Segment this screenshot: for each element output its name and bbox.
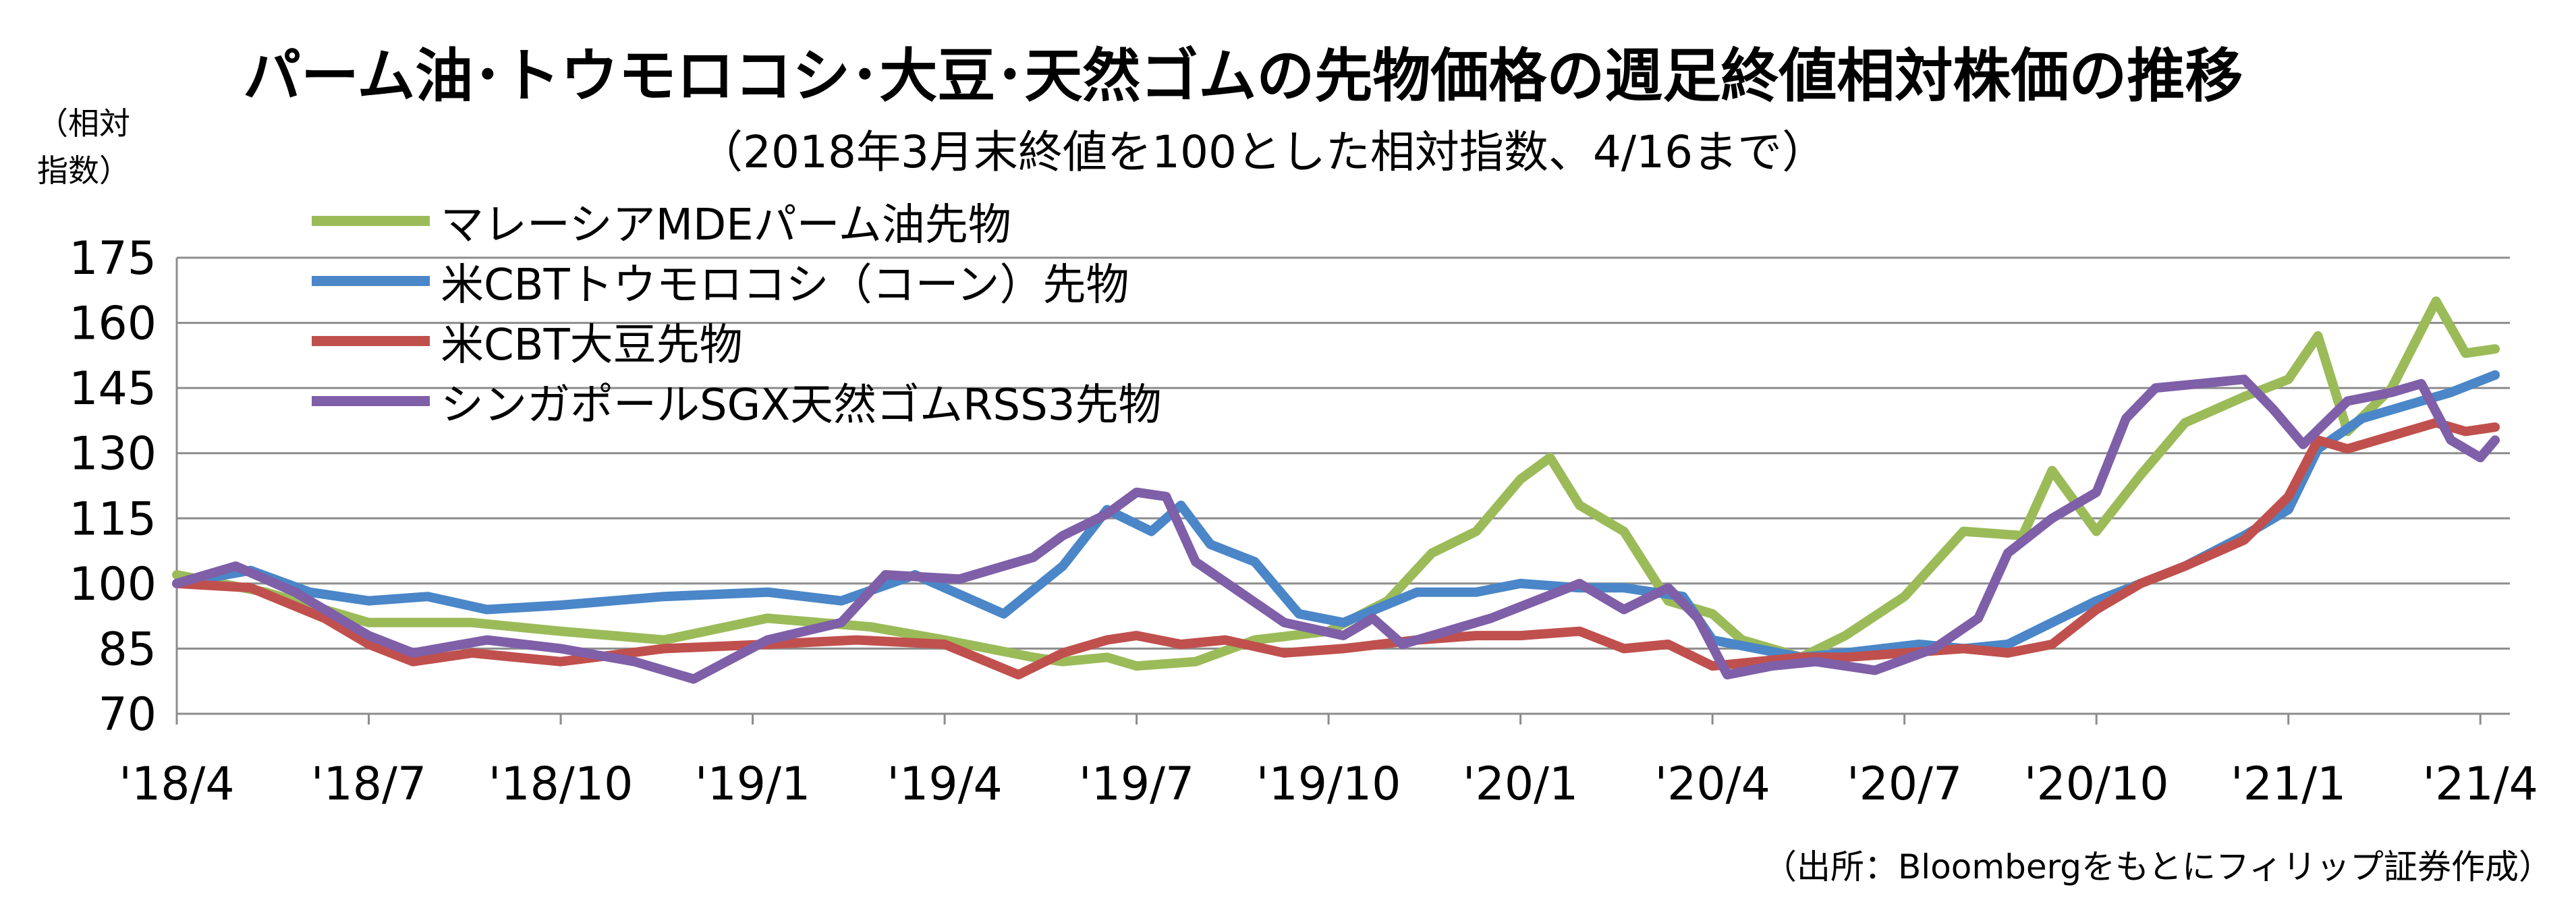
legend-swatch-soybean [312,336,430,346]
x-tick-label: '20/1 [1463,758,1578,811]
y-tick-label: 145 [69,362,157,416]
x-tick-label: '21/4 [2423,758,2538,811]
legend-label-corn: 米CBTトウモロコシ（コーン）先物 [441,260,1129,310]
series-line-3 [172,374,2500,684]
x-tick-label: '18/4 [119,758,234,811]
chart-title: パーム油･トウモロコシ･大豆･天然ゴムの先物価格の週足終値相対株価の推移 [243,43,2243,110]
y-tick-label: 130 [69,428,157,481]
x-tick-label: '20/10 [2024,758,2169,811]
legend-swatch-palm-oil [312,216,430,226]
x-tick-label: '20/7 [1847,758,1962,811]
legend-item-corn: 米CBTトウモロコシ（コーン）先物 [312,251,1162,311]
x-tick-label: '21/1 [2231,758,2346,811]
x-tick-label: '19/10 [1256,758,1401,811]
x-tick-label: '20/4 [1654,758,1770,811]
chart-legend: マレーシアMDEパーム油先物 米CBTトウモロコシ（コーン）先物 米CBT大豆先… [312,191,1162,431]
y-tick-label: 115 [69,492,157,546]
chart-subtitle: （2018年3月末終値を100とした相対指数、4/16まで） [698,126,1827,178]
x-tick-label: '19/7 [1079,758,1194,811]
series-line-2 [172,418,2500,680]
legend-swatch-corn [312,276,430,286]
legend-swatch-rubber [312,396,430,406]
x-tick-label: '19/1 [695,758,810,811]
series-line-0 [172,296,2500,671]
legend-item-rubber: シンガポールSGX天然ゴムRSS3先物 [312,371,1162,431]
legend-label-rubber: シンガポールSGX天然ゴムRSS3先物 [441,380,1162,430]
x-tick-label: '19/4 [887,758,1002,811]
x-tick-label: '18/10 [488,758,634,811]
y-tick-label: 100 [69,558,157,611]
legend-label-palm-oil: マレーシアMDEパーム油先物 [441,200,1011,250]
source-note: （出所：Bloombergをもとにフィリップ証券作成） [1763,847,2552,886]
y-tick-label: 160 [69,298,157,351]
y-tick-label: 175 [69,232,157,285]
legend-item-soybean: 米CBT大豆先物 [312,311,1162,371]
legend-item-palm-oil: マレーシアMDEパーム油先物 [312,191,1162,251]
y-tick-label: 85 [98,623,157,676]
y-axis-unit-label: （相対指数） [37,105,130,189]
y-tick-label: 70 [98,688,157,741]
x-tick-label: '18/7 [311,758,426,811]
legend-label-soybean: 米CBT大豆先物 [441,320,743,370]
